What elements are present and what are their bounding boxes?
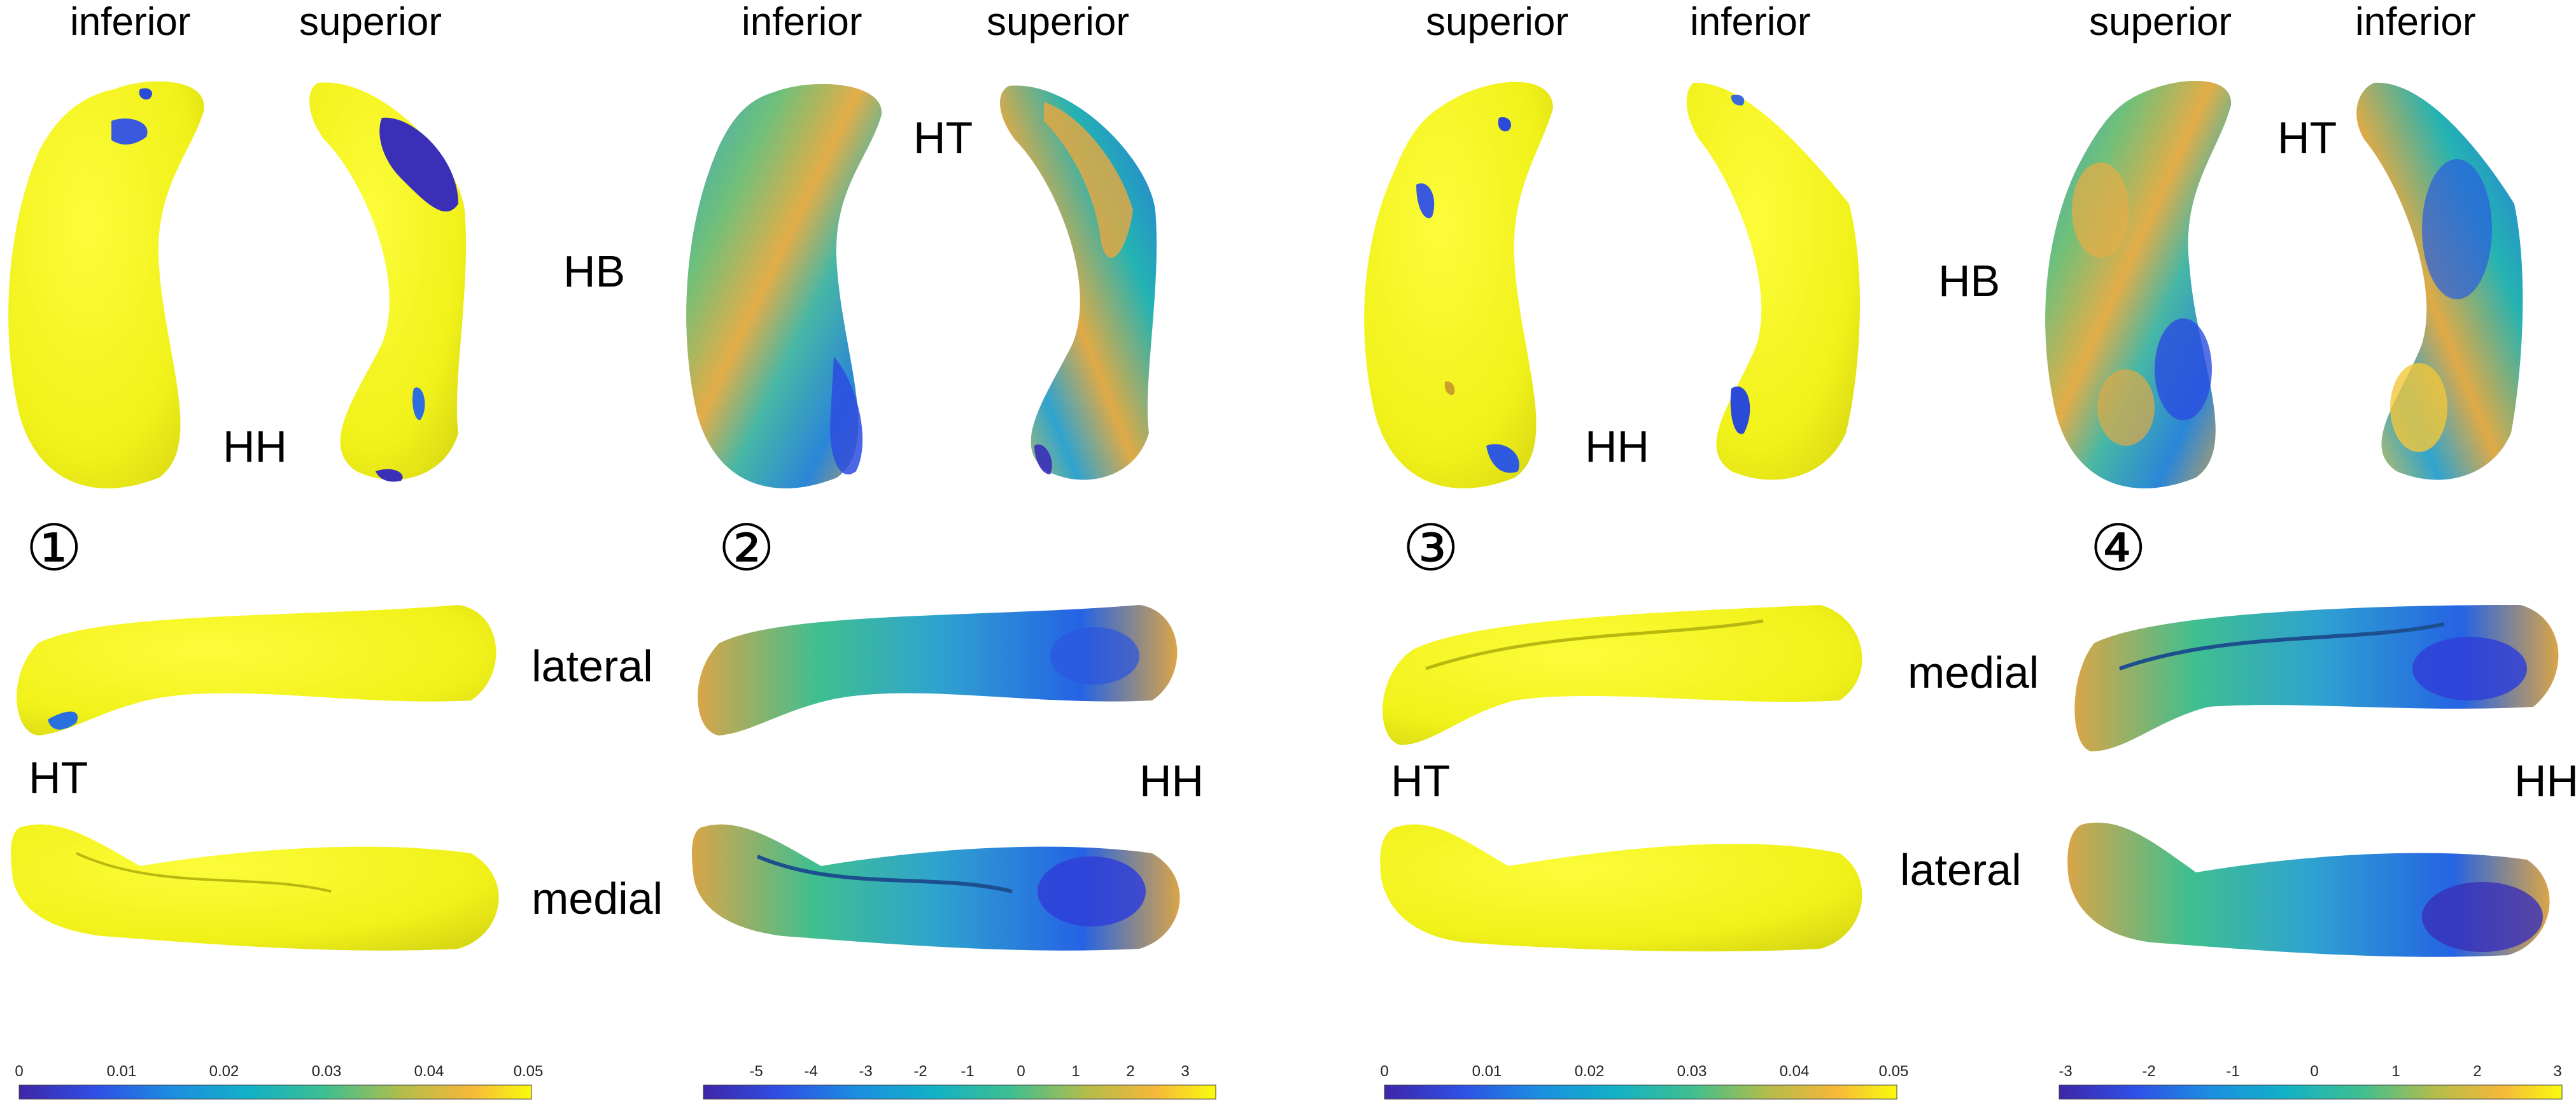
panel-2-colorbar-tick: 3 (1181, 1063, 1189, 1080)
panel-3-side-label-1: medial (1908, 648, 2039, 697)
panel-3-region-label-1: HH (1585, 422, 1649, 471)
hippocampus-medial-view (1383, 605, 1862, 745)
panel-4-region-label-1: HB (1938, 256, 2000, 306)
panel-1-number: ① (25, 511, 83, 585)
panel-4-colorbar: -3 -2 -1 0 1 2 3 (2059, 1063, 2563, 1100)
panel-4-region-label-2: HT (2277, 113, 2337, 162)
hippocampus-medial-view (11, 824, 499, 951)
panel-4-number: ④ (2090, 511, 2147, 585)
panel-4-colorbar-tick: 3 (2553, 1063, 2561, 1080)
panel-1-side-label-2: medial (531, 874, 663, 923)
panel-4: superior inferior HB HT ④ HH -3 -2 -1 0 … (1938, 0, 2576, 1100)
panel-1-colorbar-tick: 0.05 (514, 1063, 544, 1080)
panel-1-colorbar-tick: 0.01 (107, 1063, 137, 1080)
panel-3-colorbar-tick: 0 (1380, 1063, 1388, 1080)
panel-1-region-label-1: HB (563, 246, 625, 296)
panel-2-region-label-2: HH (1139, 756, 1204, 806)
panel-1-region-label-2: HH (223, 422, 287, 471)
panel-1-view-label-right: superior (299, 0, 442, 44)
hippocampus-lateral-view (1380, 824, 1862, 952)
panel-2-colorbar: -5 -4 -3 -2 -1 0 1 2 3 (703, 1063, 1216, 1100)
panel-4-colorbar-tick: -3 (2059, 1063, 2072, 1080)
panel-2: inferior superior HT ② HH -5 -4 -3 -2 -1… (686, 0, 1216, 1100)
panel-1-colorbar-tick: 0 (15, 1063, 23, 1080)
panel-3-view-label-left: superior (1426, 0, 1568, 44)
panel-4-colorbar-tick: -1 (2226, 1063, 2239, 1080)
panel-1-colorbar: 0 0.01 0.02 0.03 0.04 0.05 (15, 1063, 544, 1100)
hippocampus-medial-view (692, 824, 1180, 951)
panel-2-colorbar-tick: -5 (749, 1063, 763, 1080)
panel-4-colorbar-tick: 1 (2391, 1063, 2400, 1080)
panel-2-region-label-1: HT (913, 113, 973, 162)
panel-3-region-label-2: HT (1391, 756, 1450, 806)
panel-4-view-label-left: superior (2089, 0, 2232, 44)
panel-1-region-label-3: HT (29, 753, 88, 802)
panel-4-colorbar-tick: 2 (2473, 1063, 2481, 1080)
panel-2-view-label-right: superior (987, 0, 1129, 44)
panel-4-view-label-right: inferior (2355, 0, 2476, 44)
panel-2-colorbar-tick: -1 (961, 1063, 974, 1080)
panel-2-colorbar-tick: 1 (1071, 1063, 1080, 1080)
panel-3-side-label-2: lateral (1900, 845, 2022, 895)
hippocampus-superior-view (1364, 82, 1553, 488)
hippocampus-lateral-view (698, 605, 1178, 735)
panel-3-colorbar-tick: 0.01 (1472, 1063, 1502, 1080)
panel-3-colorbar-tick: 0.04 (1780, 1063, 1810, 1080)
hippocampus-medial-view (2074, 605, 2559, 751)
panel-2-colorbar-tick: -2 (913, 1063, 927, 1080)
panel-4-colorbar-tick: -2 (2142, 1063, 2155, 1080)
panel-1-side-label-1: lateral (531, 641, 653, 691)
panel-4-colorbar-tick: 0 (2310, 1063, 2318, 1080)
panel-3-colorbar-tick: 0.03 (1677, 1063, 1707, 1080)
hippocampus-inferior-view (8, 81, 204, 488)
panel-3-view-label-right: inferior (1690, 0, 1811, 44)
hippocampus-lateral-view (17, 605, 496, 735)
panel-3-colorbar-tick: 0.05 (1879, 1063, 1909, 1080)
panel-2-colorbar-tick: 0 (1017, 1063, 1025, 1080)
panel-3-number: ③ (1402, 511, 1460, 585)
panel-1-view-label-left: inferior (70, 0, 191, 44)
panel-3: superior inferior HH ③ medial HT lateral… (1364, 0, 2039, 1100)
panel-2-colorbar-tick: -4 (804, 1063, 817, 1080)
panel-3-colorbar-tick: 0.02 (1575, 1063, 1605, 1080)
panel-2-colorbar-tick: -3 (859, 1063, 872, 1080)
panel-2-colorbar-tick: 2 (1126, 1063, 1134, 1080)
hippocampus-inferior-view (1686, 82, 1860, 480)
panel-2-view-label-left: inferior (742, 0, 862, 44)
panel-1-colorbar-tick: 0.03 (312, 1063, 342, 1080)
panel-4-region-label-3: HH (2514, 756, 2576, 806)
panel-3-colorbar: 0 0.01 0.02 0.03 0.04 0.05 (1380, 1063, 1909, 1100)
panel-2-number: ② (718, 511, 775, 585)
panel-1-colorbar-tick: 0.04 (414, 1063, 444, 1080)
panel-1: inferior superior HB HH ① lateral HT med… (8, 0, 663, 1100)
panel-1-colorbar-tick: 0.02 (209, 1063, 239, 1080)
